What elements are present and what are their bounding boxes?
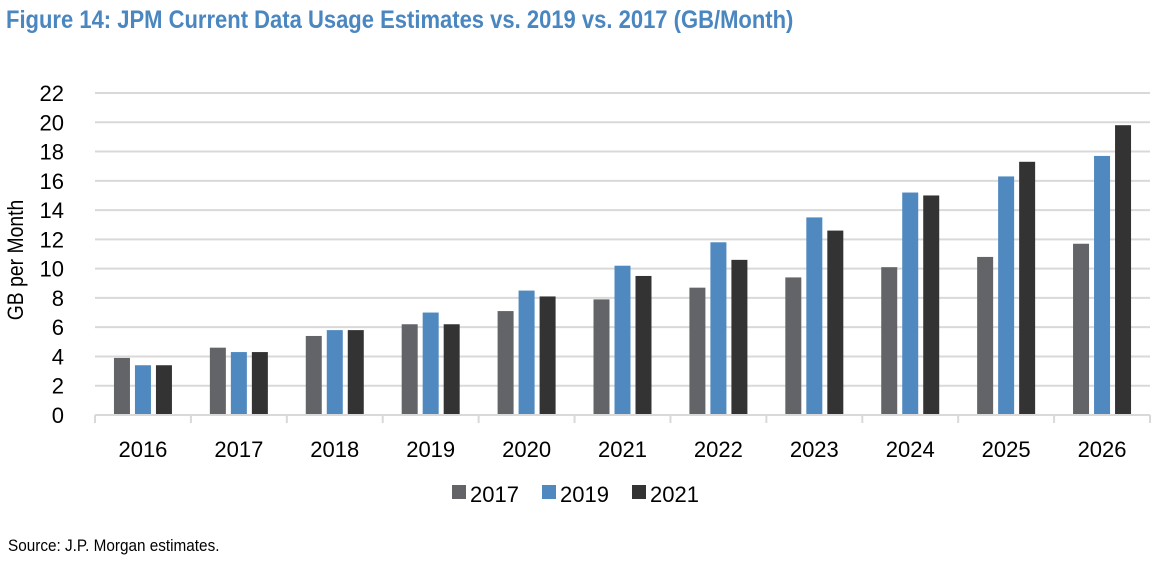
x-tick-label: 2020 (502, 437, 551, 462)
y-tick-label: 4 (52, 344, 64, 369)
x-tick-label: 2021 (598, 437, 647, 462)
legend-label: 2019 (560, 482, 609, 507)
x-tick-label: 2023 (790, 437, 839, 462)
bar-2021-2016 (155, 365, 172, 415)
bar-2019-2017 (230, 352, 247, 415)
bar-2021-2018 (347, 330, 364, 415)
bar-2021-2026 (1115, 125, 1132, 415)
bar-2021-2020 (539, 296, 556, 415)
bar-2019-2023 (806, 217, 823, 415)
legend-swatch-2021 (632, 485, 646, 499)
y-tick-label: 8 (52, 286, 64, 311)
y-tick-label: 6 (52, 315, 64, 340)
legend-swatch-2017 (452, 485, 466, 499)
bar-2019-2020 (518, 290, 535, 415)
y-axis-label: GB per Month (4, 200, 28, 321)
y-tick-label: 2 (52, 374, 64, 399)
bar-2017-2024 (881, 267, 898, 415)
bar-2017-2018 (305, 335, 322, 415)
bar-2019-2021 (614, 265, 631, 415)
y-tick-label: 18 (40, 140, 64, 165)
bar-2019-2022 (710, 242, 727, 415)
bar-2017-2025 (977, 256, 994, 415)
bar-2021-2021 (635, 275, 652, 415)
x-tick-label: 2022 (694, 437, 743, 462)
legend: 2017 2019 2021 (452, 482, 699, 507)
bar-2021-2022 (731, 259, 748, 415)
bar-2021-2023 (827, 230, 844, 415)
bar-2019-2024 (902, 192, 919, 415)
y-tick-label: 12 (40, 227, 64, 252)
y-tick-label: 0 (52, 403, 64, 428)
bar-2019-2026 (1094, 155, 1111, 415)
bar-2021-2017 (251, 352, 268, 415)
bar-2017-2026 (1073, 243, 1090, 415)
bar-2017-2017 (209, 347, 226, 415)
x-tick-label: 2026 (1078, 437, 1127, 462)
y-tick-label: 10 (40, 257, 64, 282)
legend-swatch-2019 (542, 485, 556, 499)
source-note: Source: J.P. Morgan estimates. (8, 536, 220, 555)
bar-2019-2019 (422, 312, 439, 415)
bar-2021-2024 (923, 195, 940, 415)
bar-2019-2025 (998, 176, 1015, 415)
bar-2019-2018 (326, 330, 343, 415)
legend-label: 2021 (650, 482, 699, 507)
x-tick-label: 2016 (118, 437, 167, 462)
y-tick-label: 16 (40, 169, 64, 194)
bars (113, 125, 1132, 415)
legend-label: 2017 (470, 482, 519, 507)
y-tick-label: 22 (40, 81, 64, 106)
x-tick-label: 2017 (214, 437, 263, 462)
x-tick-label: 2025 (982, 437, 1031, 462)
y-tick-label: 20 (40, 110, 64, 135)
bar-2017-2022 (689, 287, 706, 415)
x-tick-label: 2024 (886, 437, 935, 462)
bar-2017-2023 (785, 277, 802, 415)
bar-2019-2016 (134, 365, 151, 415)
y-tick-label: 14 (40, 198, 64, 223)
chart-title: Figure 14: JPM Current Data Usage Estima… (6, 6, 794, 34)
bar-2021-2025 (1019, 161, 1036, 415)
bar-2017-2021 (593, 299, 610, 415)
bar-2017-2019 (401, 324, 418, 415)
x-tick-label: 2019 (406, 437, 455, 462)
bar-2017-2016 (113, 357, 130, 415)
x-tick-label: 2018 (310, 437, 359, 462)
bar-2021-2019 (443, 324, 460, 415)
bar-2017-2020 (497, 311, 514, 415)
